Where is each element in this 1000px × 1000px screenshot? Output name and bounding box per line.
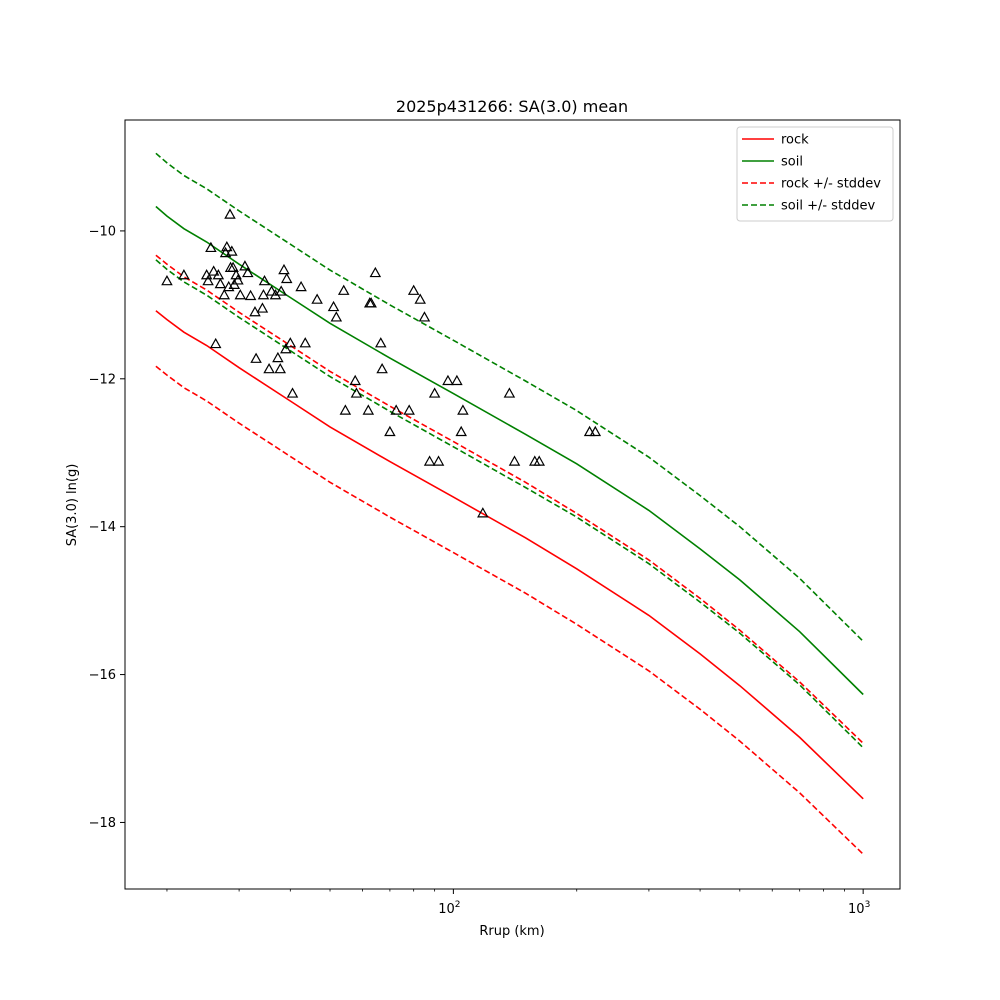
observation-point-73 [583,425,596,437]
observation-point-3 [202,274,214,286]
observation-point-38 [284,337,297,348]
observation-point-66 [455,425,467,437]
observation-point-72 [533,455,546,466]
observation-point-47 [349,374,361,386]
y-tick-label-2: −14 [89,520,116,535]
observation-point-58 [407,284,420,295]
observation-point-61 [423,455,436,466]
series-line-soil-stddev-4 [155,152,864,642]
observation-point-0 [161,274,173,286]
y-tick-label-1: −12 [89,372,116,387]
series-line-rock-stddev-2 [155,254,864,744]
legend-label-1: soil [781,155,803,170]
observation-point-59 [414,293,426,304]
observation-point-29 [263,362,275,374]
observation-point-11 [221,240,233,252]
observation-point-46 [339,404,352,415]
chart-title: 2025p431266: SA(3.0) mean [396,97,628,116]
observation-point-44 [330,311,343,322]
series-line-rock-0 [155,310,864,800]
observation-point-5 [207,265,220,276]
legend-label-2: rock +/- stddev [781,177,881,192]
observation-point-23 [244,289,257,301]
observation-point-27 [257,289,270,300]
observation-point-40 [295,280,307,292]
y-tick-label-0: −10 [89,224,116,239]
y-tick-label-4: −18 [89,816,116,831]
observation-point-35 [278,263,290,275]
observation-point-42 [311,293,323,304]
observation-point-63 [432,455,445,466]
observation-point-62 [428,387,441,398]
observation-point-16 [227,261,239,272]
observation-point-28 [258,274,271,286]
plot-frame [124,119,901,890]
legend-label-0: rock [781,133,809,148]
observation-point-37 [280,272,293,284]
observation-point-10 [219,246,232,258]
observation-point-32 [272,351,284,363]
observation-point-67 [457,404,469,415]
observation-point-49 [362,404,375,415]
observation-point-7 [212,269,225,280]
observation-point-41 [299,337,312,348]
observation-point-43 [327,300,340,312]
observation-point-55 [384,425,396,437]
observation-point-25 [250,352,262,363]
observation-point-57 [403,404,415,415]
observation-point-9 [218,289,231,300]
observation-point-51 [365,297,377,308]
legend-label-3: soil +/- stddev [781,199,876,214]
observation-point-65 [451,374,463,386]
observation-point-56 [390,404,402,415]
observation-point-6 [209,337,222,349]
observation-point-33 [274,362,287,374]
observation-point-48 [350,387,363,398]
observation-point-20 [234,289,247,300]
observation-point-53 [374,337,387,348]
observation-point-52 [369,266,382,278]
observation-point-26 [256,302,269,313]
observation-point-68 [477,507,489,518]
series-line-stddev-lower-3 [155,365,864,855]
observation-point-8 [214,277,227,289]
series-line-soil-1 [155,205,864,696]
observation-point-60 [418,311,431,322]
observation-point-45 [337,284,350,295]
observation-point-21 [239,260,251,271]
legend: rock soil rock +/- stddev soil +/- stddev [736,126,894,222]
observation-point-70 [508,455,521,466]
observation-point-54 [376,362,388,374]
observation-point-36 [280,342,292,354]
observation-point-64 [442,374,454,386]
observation-point-74 [589,425,602,437]
observation-point-13 [224,208,236,219]
y-axis: −10 −12 −14 −16 −18 [89,224,125,831]
observation-point-15 [226,245,238,256]
observation-point-4 [205,241,217,253]
y-axis-title: SA(3.0) ln(g) [65,464,80,547]
observation-point-39 [286,387,299,398]
observation-point-30 [265,285,278,296]
y-tick-label-3: −16 [89,668,116,683]
plot-area [155,152,864,855]
legend-box [736,126,894,222]
observation-point-22 [242,266,254,278]
series-line-stddev-lower-5 [155,259,864,749]
observation-point-69 [503,387,516,398]
observation-point-1 [178,269,190,280]
x-axis-title: Rrup (km) [479,924,544,939]
observation-point-19 [232,274,244,285]
observation-point-34 [275,285,287,296]
